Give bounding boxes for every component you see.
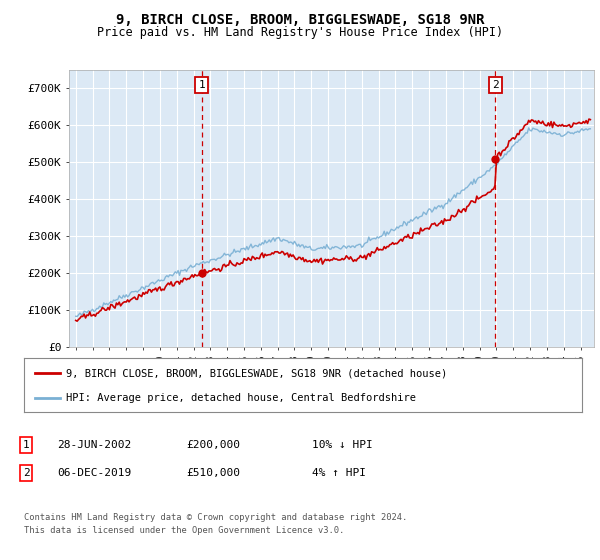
Text: 9, BIRCH CLOSE, BROOM, BIGGLESWADE, SG18 9NR: 9, BIRCH CLOSE, BROOM, BIGGLESWADE, SG18… — [116, 13, 484, 27]
Text: 1: 1 — [23, 440, 29, 450]
Text: 4% ↑ HPI: 4% ↑ HPI — [312, 468, 366, 478]
Text: 9, BIRCH CLOSE, BROOM, BIGGLESWADE, SG18 9NR (detached house): 9, BIRCH CLOSE, BROOM, BIGGLESWADE, SG18… — [66, 368, 447, 379]
Text: 10% ↓ HPI: 10% ↓ HPI — [312, 440, 373, 450]
Text: £510,000: £510,000 — [186, 468, 240, 478]
Text: HPI: Average price, detached house, Central Bedfordshire: HPI: Average price, detached house, Cent… — [66, 393, 416, 403]
Text: 06-DEC-2019: 06-DEC-2019 — [57, 468, 131, 478]
Text: 1: 1 — [199, 80, 205, 90]
Text: 2: 2 — [491, 80, 499, 90]
Text: Contains HM Land Registry data © Crown copyright and database right 2024.
This d: Contains HM Land Registry data © Crown c… — [24, 512, 407, 535]
Text: £200,000: £200,000 — [186, 440, 240, 450]
Text: Price paid vs. HM Land Registry's House Price Index (HPI): Price paid vs. HM Land Registry's House … — [97, 26, 503, 39]
Text: 2: 2 — [23, 468, 29, 478]
Text: 28-JUN-2002: 28-JUN-2002 — [57, 440, 131, 450]
